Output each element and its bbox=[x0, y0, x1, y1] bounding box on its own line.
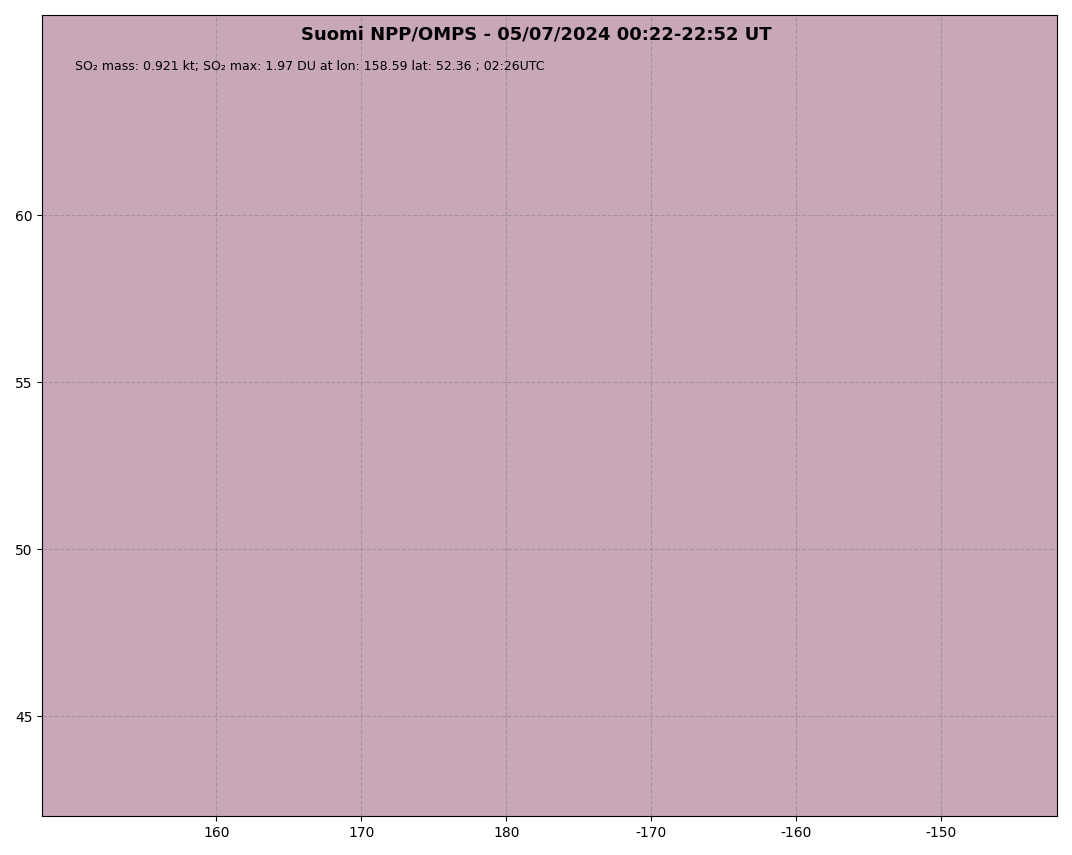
Text: Suomi NPP/OMPS - 05/07/2024 00:22-22:52 UT: Suomi NPP/OMPS - 05/07/2024 00:22-22:52 … bbox=[300, 26, 772, 44]
Text: SO₂ mass: 0.921 kt; SO₂ max: 1.97 DU at lon: 158.59 lat: 52.36 ; 02:26UTC: SO₂ mass: 0.921 kt; SO₂ max: 1.97 DU at … bbox=[75, 60, 545, 73]
